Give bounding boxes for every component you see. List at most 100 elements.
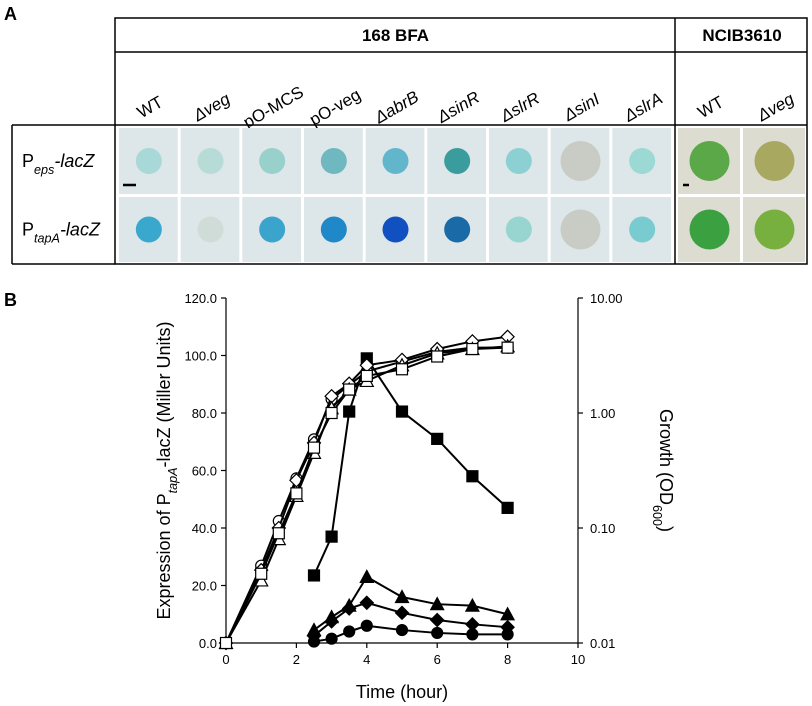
column-header: ΔslrA [620,89,666,126]
x-tick-label: 10 [571,652,585,667]
panel-label: B [4,290,17,310]
colony [754,209,795,250]
marker [341,601,357,616]
marker [272,527,285,540]
colony [320,148,347,174]
y-tick-label: 80.0 [192,406,217,421]
x-tick-label: 8 [504,652,511,667]
marker [395,405,409,418]
marker [219,636,233,650]
marker [343,405,356,418]
colony [259,216,286,243]
colony [382,216,409,243]
marker [343,383,356,396]
colony [754,141,795,181]
marker [466,470,479,483]
marker [325,406,338,420]
label-part: -lacZ [60,220,101,240]
y2-tick-label: 10.00 [590,291,623,306]
marker [359,569,375,583]
label-sub: tapA [34,232,60,246]
marker [359,595,375,611]
marker [464,597,480,612]
y-tick-label: 20.0 [192,579,217,594]
y2-tick-label: 0.10 [590,521,615,536]
marker [394,589,410,604]
marker [360,369,373,383]
column-header: Δveg [753,89,797,126]
column-header: ΔabrB [371,87,422,128]
colony [444,148,471,174]
x-tick-label: 0 [222,652,229,667]
label-sub: eps [34,163,55,177]
marker [307,441,321,454]
marker [500,606,516,621]
colony [560,141,601,181]
marker [324,614,339,629]
table-frame [114,17,808,265]
label-part: Expression of P [154,493,174,619]
y-tick-label: 40.0 [192,521,217,536]
colony [560,209,601,250]
series-line [313,575,508,631]
colony [689,209,730,250]
marker [255,567,268,580]
y2-tick-label: 0.01 [590,636,615,651]
column-header: WT [695,92,727,122]
series-line [313,624,508,643]
marker [431,432,444,445]
y-tick-label: 0.0 [199,636,217,651]
colony [505,148,532,174]
marker [431,350,444,363]
x-tick-label: 2 [293,652,300,667]
y2-tick-label: 1.00 [590,406,615,421]
marker [395,363,409,376]
label-part: Growth (OD [656,409,676,505]
panel-b: 0 2 4 6 8 100.020.040.060.080.0100.0120.00.01… [154,291,676,702]
marker [394,605,410,621]
y-axis-title: Expression of PtapA-lacZ (Miller Units) [154,322,180,620]
colony [259,148,286,174]
label-sub: tapA [166,468,180,494]
label-part: P [22,220,34,240]
label-part: ) [656,526,676,532]
x-tick-label: 6 [434,652,441,667]
marker [325,530,338,543]
column-header: WT [134,92,166,122]
marker [307,569,321,582]
label-part: -lacZ (Miller Units) [154,322,174,468]
colony [629,148,656,174]
marker [466,628,479,641]
column-header: ΔslrR [496,89,542,127]
label-part: P [22,151,34,171]
label-sub: 600 [650,505,664,526]
label-part: -lacZ [54,151,95,171]
colony [629,216,656,243]
y-tick-label: 100.0 [184,349,217,364]
marker [429,612,445,628]
group-title: 168 BFA [362,26,429,45]
marker [325,632,338,645]
column-header: ΔsinR [433,88,483,128]
colony [689,141,730,181]
marker [343,625,356,638]
colony [320,216,347,243]
y2-axis-title: Growth (OD600) [650,409,676,532]
x-tick-label: 4 [363,652,370,667]
row-label: PtapA-lacZ [22,220,101,246]
colony [444,216,471,243]
colony [135,216,162,243]
panel-label: A [4,4,17,24]
colony [135,148,162,174]
y-tick-label: 120.0 [184,291,217,306]
colony [197,148,224,174]
y-tick-label: 60.0 [192,464,217,479]
colony [197,216,224,243]
marker [395,623,409,637]
series-line [313,356,509,576]
marker [466,342,479,356]
marker [501,628,514,641]
marker [431,626,444,640]
marker [307,635,321,648]
